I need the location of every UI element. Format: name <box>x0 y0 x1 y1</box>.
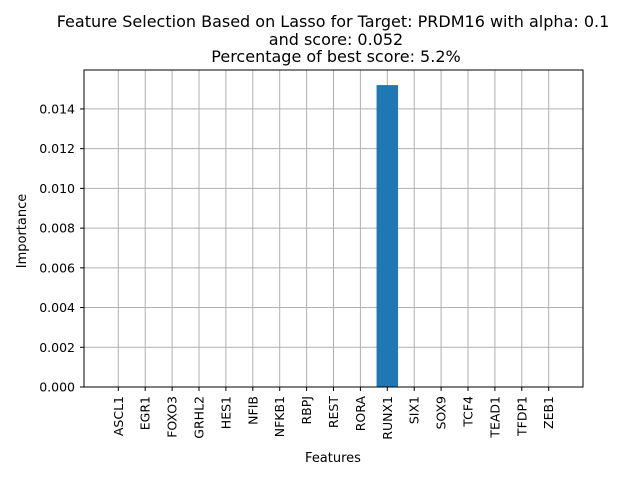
x-tick-label: REST <box>326 396 341 429</box>
x-tick-label: HES1 <box>218 396 233 429</box>
x-tick-label: RBPJ <box>299 396 314 425</box>
x-tick-label: NFKB1 <box>272 396 287 437</box>
x-axis-label: Features <box>305 451 361 466</box>
x-tick-label: ASCL1 <box>111 396 126 436</box>
x-tick-label: TEAD1 <box>487 396 502 439</box>
x-tick-label: EGR1 <box>138 396 153 430</box>
bar-runx1 <box>376 85 399 387</box>
x-tick-label: SIX1 <box>407 396 422 424</box>
y-tick-label: 0.000 <box>39 380 75 395</box>
y-tick-label: 0.004 <box>39 300 75 315</box>
x-tick-label: TFDP1 <box>514 396 529 437</box>
x-tick-label: GRHL2 <box>192 396 207 439</box>
y-tick-label: 0.010 <box>39 181 75 196</box>
chart-title-line-1: Feature Selection Based on Lasso for Tar… <box>57 12 610 31</box>
x-tick-label: RORA <box>353 396 368 432</box>
bar-layer <box>376 85 399 387</box>
chart-title-line-2: and score: 0.052 <box>269 30 403 49</box>
y-tick-label: 0.002 <box>39 340 75 355</box>
y-tick-label: 0.012 <box>39 141 75 156</box>
x-tick-label: RUNX1 <box>380 396 395 440</box>
chart-title-line-3: Percentage of best score: 5.2% <box>211 47 460 66</box>
y-tick-label: 0.008 <box>39 221 75 236</box>
x-tick-label: ZEB1 <box>541 396 556 429</box>
y-tick-label: 0.014 <box>39 101 75 116</box>
x-tick-label: SOX9 <box>434 396 449 430</box>
x-tick-layer: ASCL1 EGR1 FOXO3 GRHL2 HES1 NFIB NFKB1 RBPJ REST… <box>111 387 556 440</box>
y-tick-layer: 0.000 0.002 0.004 0.006 0.008 0.010 0.012 0.014 <box>39 101 84 395</box>
x-tick-label: FOXO3 <box>165 396 180 438</box>
y-axis-label: Importance <box>15 194 30 269</box>
x-tick-label: TCF4 <box>461 396 476 428</box>
x-tick-label: NFIB <box>245 396 260 425</box>
y-tick-label: 0.006 <box>39 260 75 275</box>
